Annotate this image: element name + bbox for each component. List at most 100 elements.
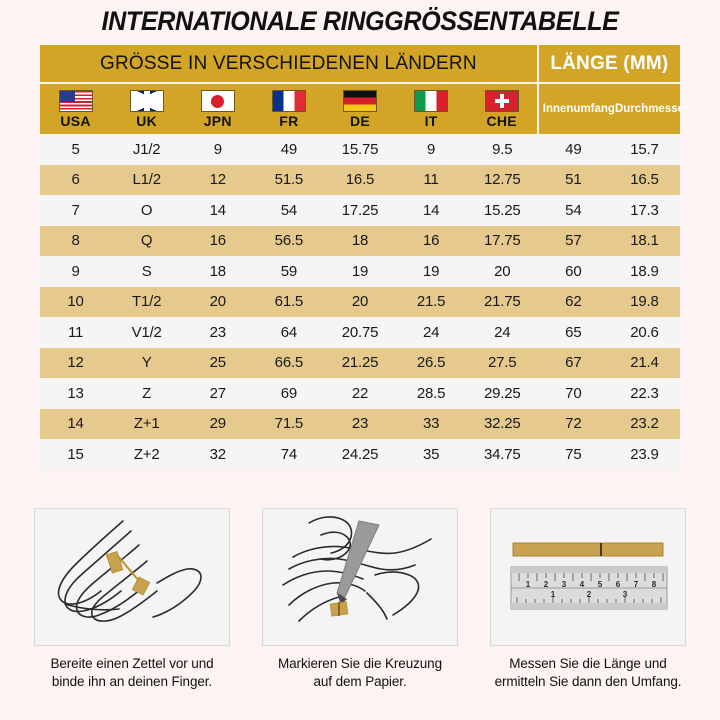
column-header-che: CHE xyxy=(466,84,538,134)
table-row: 11 V1/2 23 64 20.75 24 24 65 20.6 xyxy=(40,317,680,348)
table-cell: O xyxy=(111,195,183,226)
table-cell: Z+2 xyxy=(111,439,183,470)
table-cell: S xyxy=(111,256,183,287)
table-cell: 56.5 xyxy=(253,225,325,256)
table-cell: Y xyxy=(111,347,183,378)
table-row: 14 Z+1 29 71.5 23 33 32.25 72 23.2 xyxy=(40,408,680,439)
table-cell: 10 xyxy=(40,286,112,317)
flag-usa-icon xyxy=(58,90,93,112)
table-cell: 64 xyxy=(253,317,325,348)
table-cell: 20 xyxy=(182,286,254,317)
table-cell: 51 xyxy=(537,164,609,195)
flag-germany-icon xyxy=(342,90,377,112)
table-cell: 61.5 xyxy=(253,286,325,317)
table-cell: 67 xyxy=(537,347,609,378)
table-cell: 29 xyxy=(182,408,254,439)
table-body: 5 J1/2 9 49 15.75 9 9.5 49 15.7 6 L1/2 12 51.5 16.5 11… xyxy=(40,134,680,470)
table-cell: 18.1 xyxy=(608,225,680,256)
table-cell: 23.9 xyxy=(608,439,680,470)
table-cell: 17.75 xyxy=(466,225,538,256)
instruction-panel-2: Markieren Sie die Kreuzung auf dem Papie… xyxy=(262,508,458,691)
table-cell: 11 xyxy=(395,164,467,195)
svg-text:4: 4 xyxy=(580,580,585,589)
table-cell: 19 xyxy=(324,256,396,287)
svg-text:3: 3 xyxy=(623,590,628,599)
table-cell: 12 xyxy=(40,347,112,378)
table-cell: 75 xyxy=(537,439,609,470)
table-cell: 13 xyxy=(40,378,112,409)
flag-italy-icon xyxy=(414,90,449,112)
column-header-usa: USA xyxy=(40,84,112,134)
ring-size-table-container: GRÖSSE IN VERSCHIEDENEN LÄNDERN LÄNGE (M… xyxy=(40,45,688,470)
table-cell: 17.3 xyxy=(608,195,680,226)
svg-text:5: 5 xyxy=(598,580,603,589)
instruction-caption-3: Messen Sie die Länge und ermitteln Sie d… xyxy=(494,656,682,690)
table-cell: 11 xyxy=(40,317,112,348)
table-cell: 59 xyxy=(253,256,325,287)
table-cell: 54 xyxy=(253,195,325,226)
flag-france-icon xyxy=(271,90,306,112)
table-cell: 72 xyxy=(537,408,609,439)
table-cell: J1/2 xyxy=(111,134,183,165)
table-cell: 20 xyxy=(324,286,396,317)
table-cell: 12 xyxy=(182,164,254,195)
table-cell: 24 xyxy=(466,317,538,348)
table-cell: V1/2 xyxy=(111,317,183,348)
svg-text:6: 6 xyxy=(616,580,621,589)
table-cell: 7 xyxy=(40,195,112,226)
table-cell: 14 xyxy=(182,195,254,226)
table-cell: 23 xyxy=(182,317,254,348)
table-cell: 51.5 xyxy=(253,164,325,195)
table-cell: 14 xyxy=(40,408,112,439)
table-cell: T1/2 xyxy=(111,286,183,317)
svg-text:3: 3 xyxy=(562,580,567,589)
table-cell: 74 xyxy=(253,439,325,470)
table-cell: 18.9 xyxy=(608,256,680,287)
column-label-che: CHE xyxy=(486,113,517,129)
table-cell: 25 xyxy=(182,347,254,378)
header-length-mm: LÄNGE (MM) xyxy=(536,45,680,82)
page-title: INTERNATIONALE RINGGRÖSSENTABELLE xyxy=(101,6,619,36)
table-header: GRÖSSE IN VERSCHIEDENEN LÄNDERN LÄNGE (M… xyxy=(40,45,688,134)
table-cell: 57 xyxy=(537,225,609,256)
table-cell: 16.5 xyxy=(324,164,396,195)
header-band-gap xyxy=(40,82,680,84)
table-cell: L1/2 xyxy=(111,164,183,195)
table-cell: 14 xyxy=(395,195,467,226)
svg-text:2: 2 xyxy=(587,590,592,599)
column-label-it: IT xyxy=(424,113,438,129)
svg-text:8: 8 xyxy=(652,580,657,589)
table-cell: 34.75 xyxy=(466,439,538,470)
column-header-mm-group: Innenumfang Durchmesser xyxy=(536,84,688,134)
column-header-jpn: JPN xyxy=(182,84,254,134)
table-cell: 20.6 xyxy=(608,317,680,348)
table-cell: 33 xyxy=(395,408,467,439)
table-cell: 18 xyxy=(324,225,396,256)
header-sizes-countries: GRÖSSE IN VERSCHIEDENEN LÄNDERN xyxy=(40,45,538,82)
svg-text:2: 2 xyxy=(544,580,549,589)
table-cell: 20 xyxy=(466,256,538,287)
table-cell: 8 xyxy=(40,225,112,256)
table-row: 15 Z+2 32 74 24.25 35 34.75 75 23.9 xyxy=(40,439,680,470)
table-cell: 15.25 xyxy=(466,195,538,226)
table-cell: 15 xyxy=(40,439,112,470)
table-cell: 6 xyxy=(40,164,112,195)
table-cell: 5 xyxy=(40,134,112,165)
table-row: 8 Q 16 56.5 18 16 17.75 57 18.1 xyxy=(40,225,680,256)
table-cell: 22.3 xyxy=(608,378,680,409)
table-cell: 24.25 xyxy=(324,439,396,470)
column-label-jpn: JPN xyxy=(203,113,232,129)
flag-switzerland-icon xyxy=(484,90,519,112)
table-cell: 26.5 xyxy=(395,347,467,378)
table-cell: 65 xyxy=(537,317,609,348)
table-cell: 21.25 xyxy=(324,347,396,378)
table-cell: 18 xyxy=(182,256,254,287)
column-label-de: DE xyxy=(349,113,371,129)
table-cell: 71.5 xyxy=(253,408,325,439)
column-label-durchmesser: Durchmesser xyxy=(614,103,689,115)
table-cell: 20.75 xyxy=(324,317,396,348)
column-header-uk: UK xyxy=(111,84,183,134)
svg-text:7: 7 xyxy=(634,580,639,589)
table-row: 9 S 18 59 19 19 20 60 18.9 xyxy=(40,256,680,287)
